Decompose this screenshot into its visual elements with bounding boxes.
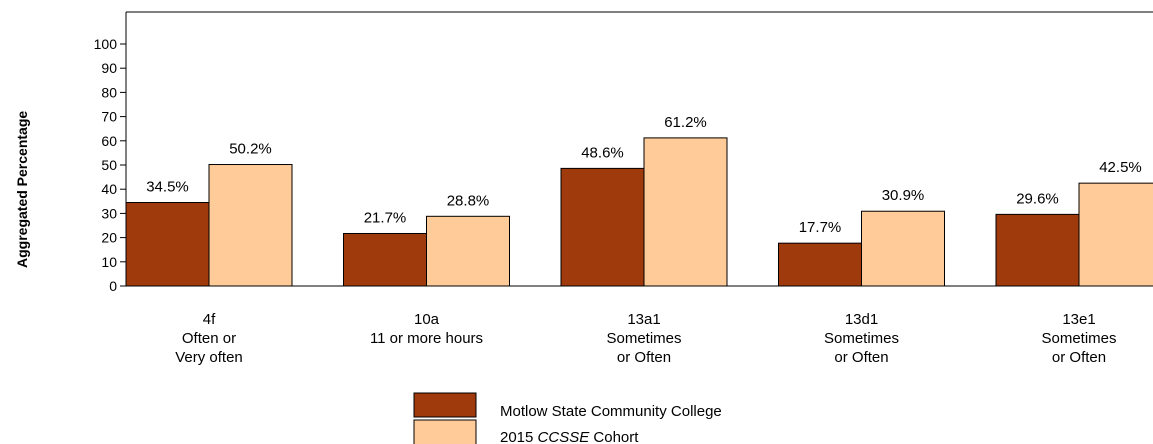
y-tick-label: 20 bbox=[101, 230, 117, 246]
x-axis-labels: 4f Often or Very often 10a 11 or more hours 1… bbox=[175, 311, 1116, 366]
bar-value-label: 29.6% bbox=[1016, 190, 1059, 207]
y-tick-label: 10 bbox=[101, 254, 117, 270]
bar bbox=[208, 164, 293, 287]
bar-value-label: 21.7% bbox=[364, 209, 407, 226]
x-tick-label: Often or bbox=[182, 330, 236, 347]
bar bbox=[343, 232, 427, 287]
x-tick-label: Sometimes bbox=[824, 330, 899, 347]
x-tick-label: 13e1 bbox=[1062, 311, 1095, 328]
x-tick-label: 13d1 bbox=[845, 311, 878, 328]
x-tick-label: or Often bbox=[1052, 349, 1106, 366]
legend-label-ccsse: CCSSE bbox=[538, 429, 591, 444]
bar bbox=[861, 210, 945, 287]
bar-value-label: 30.9% bbox=[882, 187, 925, 204]
bar-value-label: 34.5% bbox=[146, 179, 189, 196]
bar-value-label: 48.6% bbox=[581, 144, 624, 161]
x-tick-label: or Often bbox=[617, 349, 671, 366]
y-tick-label: 40 bbox=[101, 181, 117, 197]
x-tick-label: Sometimes bbox=[1041, 330, 1116, 347]
x-tick-label: or Often bbox=[834, 349, 888, 366]
x-tick-label: 4f bbox=[203, 311, 216, 328]
bar bbox=[426, 215, 510, 287]
bar bbox=[778, 242, 862, 287]
x-tick-label: 10a bbox=[414, 311, 440, 328]
bar-value-label: 50.2% bbox=[229, 141, 272, 158]
y-axis: 0 10 20 30 40 50 60 70 80 90 100 bbox=[94, 36, 126, 294]
legend: Motlow State Community College 2015 CCSSE… bbox=[413, 392, 722, 444]
legend-swatch-motlow bbox=[413, 392, 477, 418]
bar bbox=[995, 213, 1080, 287]
legend-label-motlow: Motlow State Community College bbox=[500, 403, 722, 420]
y-tick-label: 30 bbox=[101, 205, 117, 221]
x-tick-label: Very often bbox=[175, 349, 243, 366]
legend-label-cohort-word: Cohort bbox=[589, 429, 639, 444]
bar bbox=[643, 137, 728, 287]
legend-label-year: 2015 bbox=[500, 429, 538, 444]
bar bbox=[560, 167, 645, 287]
y-tick-label: 100 bbox=[94, 36, 118, 52]
y-tick-label: 90 bbox=[101, 60, 117, 76]
x-tick-label: Sometimes bbox=[606, 330, 681, 347]
bar-labels: 34.5% 21.7% 48.6% 17.7% 29.6% 50.2% 28.8% 61.2%… bbox=[146, 114, 1142, 236]
bar-value-label: 61.2% bbox=[664, 114, 707, 131]
y-tick-label: 70 bbox=[101, 109, 117, 125]
y-tick-label: 0 bbox=[109, 278, 117, 294]
bar-value-label: 28.8% bbox=[447, 192, 490, 209]
y-tick-label: 60 bbox=[101, 133, 117, 149]
legend-label-cohort: 2015 CCSSE Cohort bbox=[500, 429, 639, 444]
x-tick-label: 13a1 bbox=[627, 311, 660, 328]
bar bbox=[1078, 182, 1153, 287]
bars bbox=[125, 137, 1153, 287]
y-tick-label: 50 bbox=[101, 157, 117, 173]
bar-value-label: 42.5% bbox=[1099, 159, 1142, 176]
y-tick-label: 80 bbox=[101, 84, 117, 100]
bar bbox=[125, 202, 210, 287]
legend-swatch-cohort bbox=[413, 419, 477, 444]
x-tick-label: 11 or more hours bbox=[370, 330, 483, 347]
bar-value-label: 17.7% bbox=[799, 219, 842, 236]
